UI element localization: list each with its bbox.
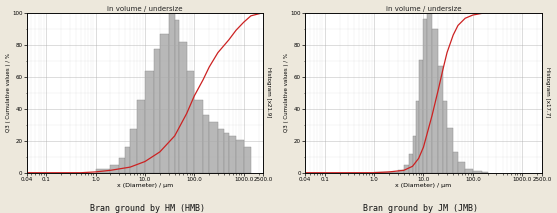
Title: in volume / undersize: in volume / undersize xyxy=(385,6,461,12)
Y-axis label: Histogram [x21.9]: Histogram [x21.9] xyxy=(266,68,271,118)
Title: in volume / undersize: in volume / undersize xyxy=(107,6,183,12)
X-axis label: x (Diameter) / μm: x (Diameter) / μm xyxy=(117,183,173,188)
Text: Bran ground by JM (JMB): Bran ground by JM (JMB) xyxy=(363,204,478,213)
X-axis label: x (Diameter) / μm: x (Diameter) / μm xyxy=(395,183,452,188)
Y-axis label: Q3 ( Cumulative values ) / %: Q3 ( Cumulative values ) / % xyxy=(284,53,289,132)
Y-axis label: Histogram [x17.7]: Histogram [x17.7] xyxy=(545,68,550,118)
Y-axis label: Q3 ( Cumulative values ) / %: Q3 ( Cumulative values ) / % xyxy=(6,53,11,132)
Text: Bran ground by HM (HMB): Bran ground by HM (HMB) xyxy=(90,204,205,213)
